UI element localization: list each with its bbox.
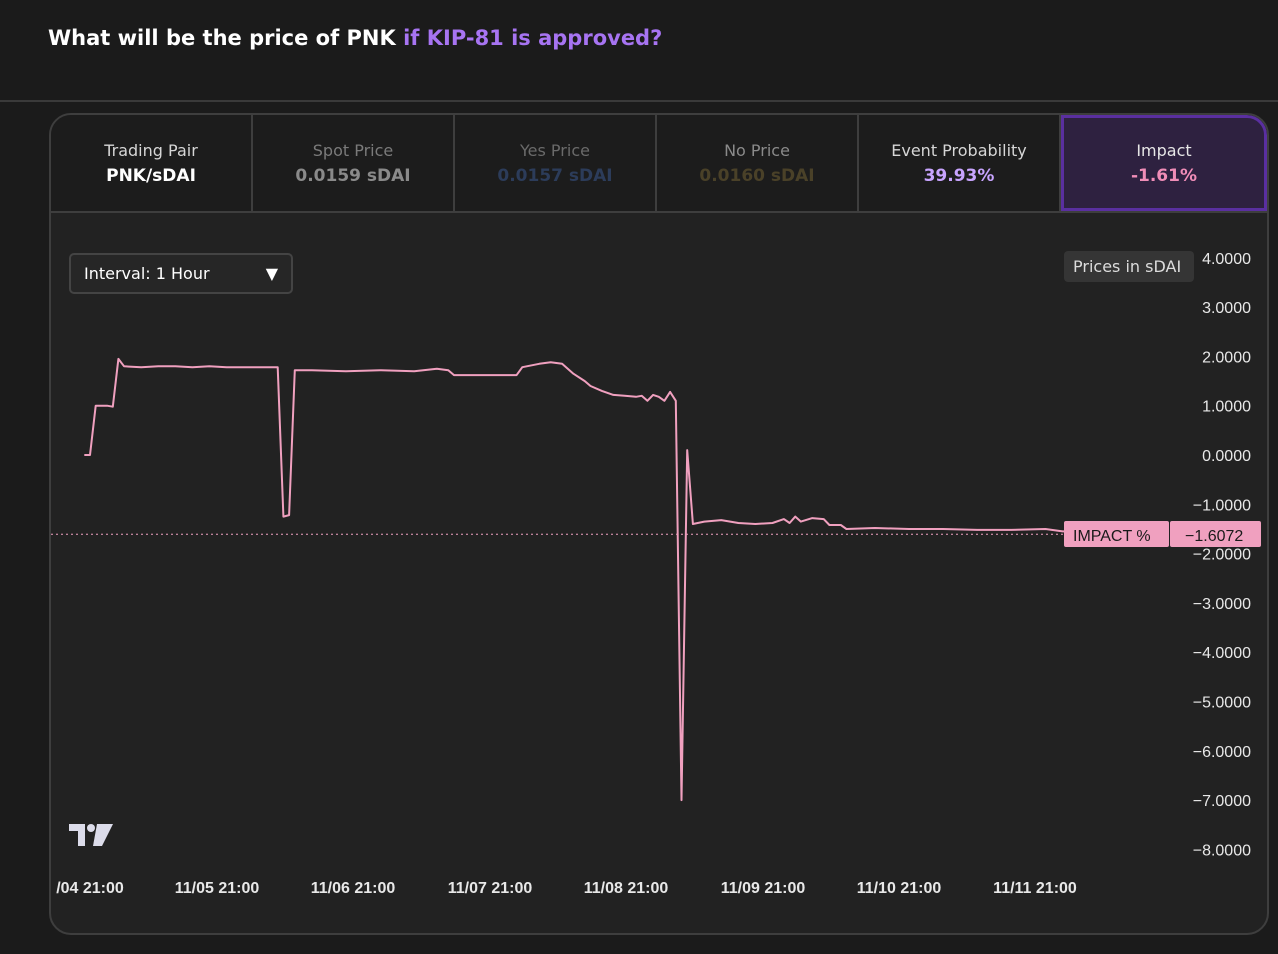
y-tick-label: −1.0000 [1193,497,1251,514]
stat-value: -1.61% [1130,165,1198,186]
stat-label: Spot Price [312,140,394,160]
x-tick-label: 11/06 21:00 [311,880,396,897]
y-tick-label: −5.0000 [1193,695,1251,712]
tradingview-logo-svg [69,824,113,846]
y-tick-label: −8.0000 [1193,842,1251,859]
stat-value: 39.93% [923,165,995,186]
stat-impact[interactable]: Impact -1.61% [1061,115,1267,211]
x-tick-label: 11/08 21:00 [584,880,669,897]
impact-label-box [1064,521,1169,547]
y-tick-label: −6.0000 [1193,744,1251,761]
x-axis: /04 21:00 11/05 21:00 11/06 21:00 11/07 21:… [56,880,1077,897]
stat-event-probability[interactable]: Event Probability 39.93% [859,115,1061,211]
stat-yes-price[interactable]: Yes Price 0.0157 sDAI [455,115,657,211]
stat-trading-pair: Trading Pair PNK/sDAI [51,115,253,211]
stat-label: Trading Pair [104,140,198,160]
stat-label: No Price [724,140,790,160]
stat-label: Yes Price [520,140,590,160]
x-tick-label: 11/11 21:00 [993,880,1077,897]
x-tick-label: 11/09 21:00 [721,880,806,897]
interval-label: Interval: 1 Hour [84,264,210,283]
stats-bar: Trading Pair PNK/sDAI Spot Price 0.0159 … [51,115,1267,213]
y-tick-label: −4.0000 [1193,645,1251,662]
y-tick-label: 4.0000 [1202,251,1251,268]
y-tick-label: −7.0000 [1193,793,1251,810]
y-axis: 4.0000 3.0000 2.0000 1.0000 0.0000 −1.0000 −2.… [1193,251,1251,860]
impact-label: IMPACT % [1073,528,1151,545]
chevron-down-icon: ▼ [265,264,278,283]
header-divider [0,100,1278,102]
tradingview-logo-icon[interactable] [67,822,115,855]
x-tick-label: 11/05 21:00 [175,880,260,897]
y-tick-label: 3.0000 [1202,300,1251,317]
interval-select[interactable]: Interval: 1 Hour ▼ [69,253,293,294]
question-condition: if KIP-81 is approved? [403,26,663,50]
x-tick-label: 11/07 21:00 [448,880,533,897]
stat-no-price[interactable]: No Price 0.0160 sDAI [657,115,859,211]
stat-spot-price: Spot Price 0.0159 sDAI [253,115,455,211]
prices-in-badge: Prices in sDAI [1064,251,1194,282]
question-prefix: What will be the price of PNK [48,26,396,50]
stat-value: PNK/sDAI [106,165,196,186]
y-tick-label: 0.0000 [1202,448,1251,465]
impact-value: −1.6072 [1185,528,1243,545]
y-tick-label: 2.0000 [1202,349,1251,366]
stat-value: 0.0160 sDAI [699,165,815,186]
x-tick-label: /04 21:00 [56,880,124,897]
impact-marker: IMPACT % −1.6072 [1064,521,1261,547]
stat-value: 0.0157 sDAI [497,165,613,186]
x-tick-label: 11/10 21:00 [857,880,942,897]
y-tick-label: −3.0000 [1193,596,1251,613]
stat-label: Impact [1136,140,1192,160]
impact-series-line [84,357,1086,802]
y-tick-label: 1.0000 [1202,399,1251,416]
question-title: What will be the price of PNK if KIP-81 … [48,26,662,50]
stat-label: Event Probability [891,140,1027,160]
impact-value-box [1170,521,1261,547]
stat-value: 0.0159 sDAI [295,165,411,186]
y-tick-label: −2.0000 [1193,547,1251,564]
